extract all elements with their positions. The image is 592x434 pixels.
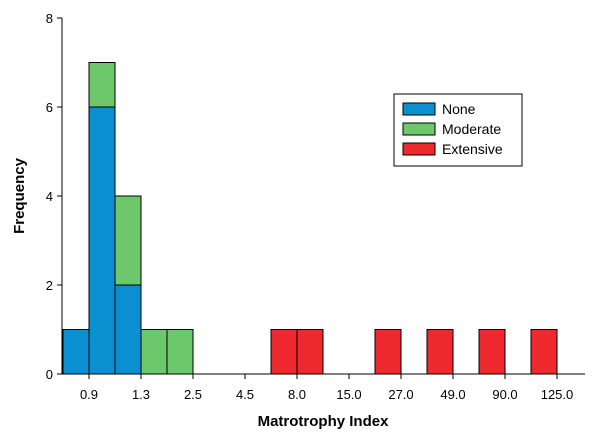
y-axis-title: Frequency	[11, 157, 28, 234]
x-tick-label: 49.0	[440, 387, 465, 402]
legend: None Moderate Extensive	[393, 93, 523, 167]
bar-moderate-bin-5	[166, 329, 194, 375]
legend-label-none: None	[442, 101, 476, 117]
bar-moderate-bin-2	[88, 62, 116, 108]
y-tick-label: 6	[46, 100, 53, 115]
bar-extensive-bin-15	[426, 329, 454, 375]
x-tick-label: 8.0	[288, 387, 306, 402]
y-tick-label: 0	[46, 367, 53, 382]
legend-swatch-extensive	[402, 142, 436, 156]
bar-none-bin-3	[114, 284, 142, 375]
bar-moderate-bin-4	[140, 329, 168, 375]
legend-swatch-moderate	[402, 122, 436, 136]
y-tick-label: 4	[46, 189, 53, 204]
y-tick-label: 8	[46, 11, 53, 26]
legend-swatch-none	[402, 102, 436, 116]
bar-none-bin-2	[88, 106, 116, 375]
bar-extensive-bin-9	[270, 329, 298, 375]
legend-label-extensive: Extensive	[442, 141, 503, 157]
x-tick-label: 90.0	[492, 387, 517, 402]
x-ticks: 0.9 1.3 2.5 4.5 8.0 15.0 27.0 49.0 90.0 125.0	[80, 374, 573, 402]
bar-moderate-bin-3	[114, 195, 142, 286]
x-tick-label: 4.5	[236, 387, 254, 402]
bar-extensive-bin-19	[530, 329, 558, 375]
bars-layer	[62, 62, 558, 375]
x-tick-label: 2.5	[184, 387, 202, 402]
legend-label-moderate: Moderate	[442, 121, 501, 137]
x-tick-label: 0.9	[80, 387, 98, 402]
legend-items: None Moderate Extensive	[402, 101, 503, 157]
x-axis-title: Matrotrophy Index	[258, 413, 389, 430]
bar-none-bin-1	[62, 329, 90, 375]
x-tick-label: 27.0	[388, 387, 413, 402]
y-ticks: 0 2 4 6 8	[46, 11, 62, 382]
bar-extensive-bin-10	[296, 329, 324, 375]
bar-extensive-bin-13	[374, 329, 402, 375]
x-tick-label: 125.0	[541, 387, 574, 402]
y-tick-label: 2	[46, 278, 53, 293]
bar-extensive-bin-17	[478, 329, 506, 375]
x-tick-label: 1.3	[132, 387, 150, 402]
x-tick-label: 15.0	[336, 387, 361, 402]
